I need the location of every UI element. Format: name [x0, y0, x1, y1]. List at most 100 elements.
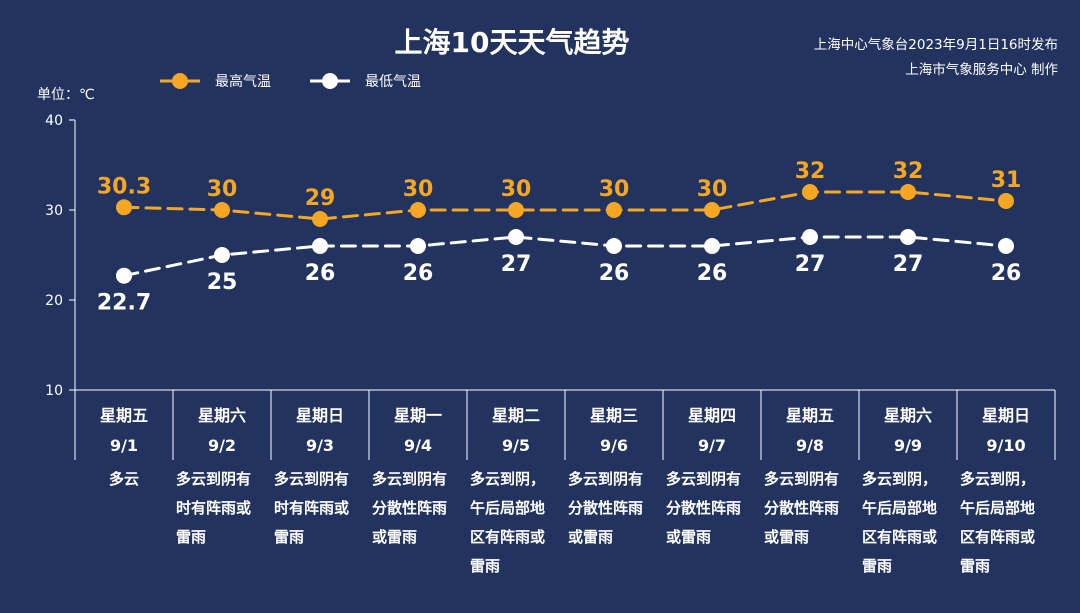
date-label: 9/3 — [306, 436, 334, 455]
data-label-low: 26 — [697, 261, 728, 286]
weather-text: 多云到阴， — [862, 470, 937, 488]
data-point-high — [802, 184, 818, 200]
weather-text: 分散性阵雨 — [666, 499, 741, 517]
data-point-high — [410, 202, 426, 218]
weather-text: 雷雨 — [960, 557, 990, 575]
data-point-low — [410, 238, 426, 254]
y-tick-label: 10 — [45, 383, 63, 399]
date-label: 9/5 — [502, 436, 530, 455]
weather-text: 雷雨 — [470, 557, 500, 575]
data-point-low — [802, 229, 818, 245]
weather-text: 多云到阴有 — [568, 470, 643, 488]
data-label-high: 32 — [795, 159, 826, 184]
data-label-low: 25 — [207, 270, 238, 295]
series-high: 30.3 30 29 30 30 30 30 32 32 31 — [97, 159, 1021, 227]
data-label-low: 26 — [403, 261, 434, 286]
weather-text: 时有阵雨或 — [274, 499, 349, 517]
weather-text: 或雷雨 — [666, 528, 711, 546]
y-tick-label: 30 — [45, 203, 63, 219]
data-label-low: 27 — [501, 252, 532, 277]
weather-text: 午后局部地 — [960, 499, 1035, 517]
data-point-high — [606, 202, 622, 218]
weather-text: 多云到阴有 — [372, 470, 447, 488]
weekday-label: 星期二 — [492, 406, 540, 425]
weather-text: 雷雨 — [862, 557, 892, 575]
weather-text: 多云到阴， — [470, 470, 545, 488]
weather-text: 或雷雨 — [764, 528, 809, 546]
data-label-low: 22.7 — [97, 291, 151, 316]
data-point-high — [998, 193, 1014, 209]
data-label-high: 30 — [501, 177, 532, 202]
data-point-high — [312, 211, 328, 227]
data-point-low — [606, 238, 622, 254]
weekday-label: 星期五 — [786, 406, 834, 425]
data-point-low — [998, 238, 1014, 254]
date-label: 9/10 — [986, 436, 1025, 455]
weather-text: 区有阵雨或 — [862, 528, 937, 546]
weekday-label: 星期一 — [394, 406, 442, 425]
weather-text: 多云到阴有 — [764, 470, 839, 488]
data-point-high — [508, 202, 524, 218]
y-tick-label: 20 — [45, 293, 63, 309]
data-point-low — [312, 238, 328, 254]
data-point-low — [116, 267, 132, 284]
axes: 10 20 30 40 — [45, 113, 1056, 460]
series-layer: 30.3 30 29 30 30 30 30 32 32 31 22.7 25 26 26 27 26 26 27… — [97, 159, 1021, 316]
legend-marker-high — [172, 73, 188, 89]
weather-text: 分散性阵雨 — [568, 499, 643, 517]
weather-text: 多云到阴有 — [176, 470, 251, 488]
weather-text: 午后局部地 — [862, 499, 937, 517]
weather-text: 区有阵雨或 — [960, 528, 1035, 546]
issuer-text: 上海中心气象台2023年9月1日16时发布 — [814, 37, 1058, 53]
data-point-high — [116, 199, 132, 216]
data-label-high: 29 — [305, 186, 336, 211]
legend-label-high: 最高气温 — [215, 73, 271, 90]
weather-text: 或雷雨 — [372, 528, 417, 546]
data-point-high — [900, 184, 916, 200]
weekday-label: 星期六 — [198, 406, 246, 425]
data-point-low — [214, 247, 230, 263]
weather-text: 雷雨 — [176, 528, 206, 546]
weather-text: 午后局部地 — [470, 499, 545, 517]
weather-text: 多云到阴有 — [666, 470, 741, 488]
data-label-high: 30 — [207, 177, 238, 202]
data-point-high — [704, 202, 720, 218]
date-label: 9/1 — [110, 436, 138, 455]
weather-text: 多云到阴有 — [274, 470, 349, 488]
data-point-low — [704, 238, 720, 254]
legend-marker-low — [322, 73, 338, 89]
legend: 最高气温 最低气温 — [160, 73, 421, 90]
weather-text: 分散性阵雨 — [372, 499, 447, 517]
weekday-label: 星期三 — [590, 406, 638, 425]
date-label: 9/9 — [894, 436, 922, 455]
weather-text: 时有阵雨或 — [176, 499, 251, 517]
series-line-high — [122, 190, 1008, 221]
data-label-high: 32 — [893, 159, 924, 184]
weekday-label: 星期五 — [100, 406, 148, 425]
data-point-low — [508, 229, 524, 245]
data-label-high: 30.3 — [97, 174, 151, 199]
series-line-low — [122, 235, 1008, 278]
data-point-high — [214, 202, 230, 218]
date-label: 9/4 — [404, 436, 432, 455]
weekday-label: 星期六 — [884, 406, 932, 425]
legend-label-low: 最低气温 — [365, 74, 421, 90]
weather-text: 区有阵雨或 — [470, 528, 545, 546]
data-label-high: 30 — [403, 177, 434, 202]
data-label-high: 30 — [599, 177, 630, 202]
weekday-label: 星期日 — [296, 406, 344, 425]
data-label-low: 26 — [305, 261, 336, 286]
legend-item-high: 最高气温 — [160, 73, 271, 90]
y-tick-label: 40 — [45, 113, 63, 129]
data-label-low: 27 — [795, 252, 826, 277]
weather-text: 雷雨 — [274, 528, 304, 546]
data-label-low: 26 — [991, 261, 1022, 286]
data-label-high: 31 — [991, 168, 1022, 193]
weather-text: 分散性阵雨 — [764, 499, 839, 517]
data-label-low: 26 — [599, 261, 630, 286]
series-low: 22.7 25 26 26 27 26 26 27 27 26 — [97, 229, 1021, 316]
weekday-label: 星期四 — [688, 406, 736, 425]
weekday-label: 星期日 — [982, 406, 1030, 425]
